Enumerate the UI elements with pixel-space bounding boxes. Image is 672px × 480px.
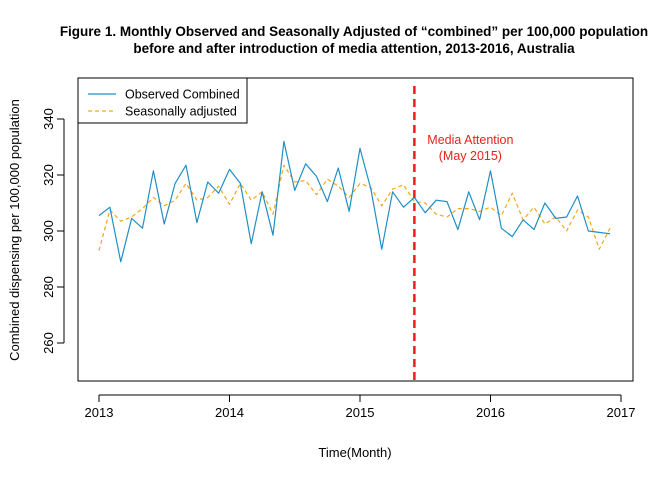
x-tick-label: 2014 <box>215 405 244 420</box>
x-tick-label: 2015 <box>346 405 375 420</box>
y-tick-label: 280 <box>41 276 56 298</box>
media-attention-label: Media Attention <box>427 133 513 147</box>
series-line-observed <box>98 140 611 263</box>
legend-box <box>77 77 248 124</box>
legend-label-seasonal: Seasonally adjusted <box>125 105 237 119</box>
x-axis: 2013 2014 2015 2016 2017 <box>85 394 636 420</box>
media-attention-date-label: (May 2015) <box>439 149 502 163</box>
y-tick-label: 340 <box>41 108 56 130</box>
y-tick-label: 320 <box>41 164 56 186</box>
y-tick-label: 260 <box>41 332 56 354</box>
plot-area <box>77 77 634 382</box>
y-axis: 260 280 300 320 340 <box>41 108 65 354</box>
x-tick-label: 2013 <box>85 405 114 420</box>
x-tick-label: 2017 <box>607 405 636 420</box>
y-axis-label: Combined dispensing per 100,000 populati… <box>7 99 22 361</box>
x-tick-label: 2016 <box>476 405 505 420</box>
x-axis-label: Time(Month) <box>318 445 391 460</box>
series-layer <box>98 140 611 263</box>
legend: Observed Combined Seasonally adjusted <box>77 77 248 124</box>
chart-title-line2: before and after introduction of media a… <box>133 41 575 56</box>
chart-title-line1: Figure 1. Monthly Observed and Seasonall… <box>60 24 648 39</box>
series-line-seasonal <box>98 164 611 251</box>
y-tick-label: 300 <box>41 220 56 242</box>
legend-label-observed: Observed Combined <box>125 88 240 102</box>
